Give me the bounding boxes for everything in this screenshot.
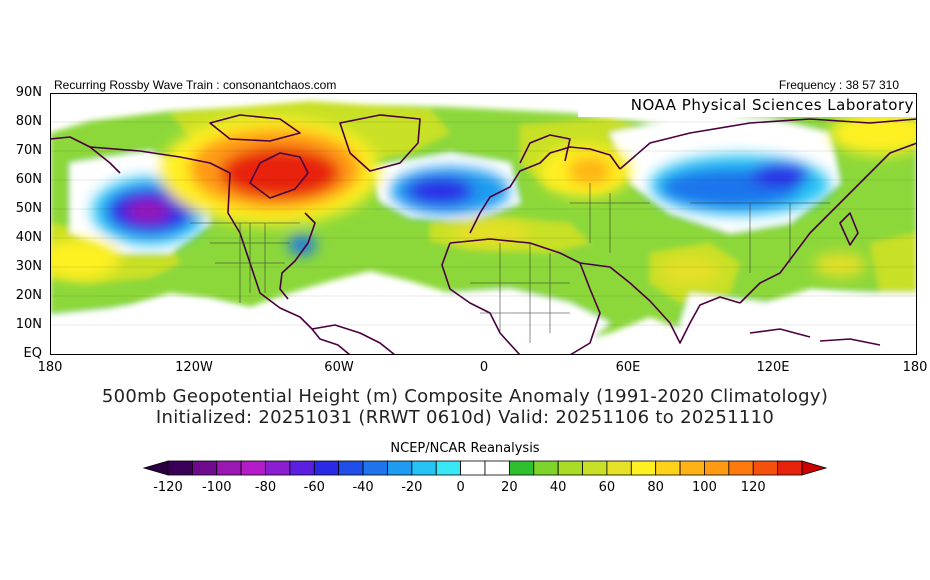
lat-label-eq: EQ	[23, 346, 42, 361]
colorbar-tick-label: -20	[401, 480, 423, 495]
coast-scandinavia	[519, 134, 571, 164]
lon-label-120e: 120E	[756, 360, 790, 375]
colorbar-cell	[411, 460, 437, 476]
colorbar-cell	[679, 460, 705, 476]
header-frequency: Frequency : 38 57 310	[778, 78, 899, 92]
coast-south-america	[311, 324, 396, 355]
colorbar-cell	[630, 460, 657, 476]
colorbar-cell	[313, 460, 340, 476]
colorbar	[142, 460, 828, 476]
colorbar-cell	[704, 460, 730, 476]
lat-label-10n: 10N	[15, 317, 42, 332]
colorbar-tick-label: 40	[549, 480, 567, 495]
coast-asia-east	[739, 142, 917, 304]
lon-label-180-west: 180	[37, 360, 63, 375]
lat-label-90n: 90N	[15, 85, 42, 100]
coast-japan	[839, 212, 859, 246]
lon-label-60e: 60E	[615, 360, 641, 375]
lat-label-40n: 40N	[15, 230, 42, 245]
political-borders	[190, 183, 830, 343]
anomaly-positive-canada-core	[220, 147, 340, 199]
coast-north-america-east	[279, 212, 316, 300]
lab-label-box	[578, 95, 916, 117]
anomaly-positive-central-atlantic	[450, 221, 530, 245]
colorbar-tick-label: 100	[692, 480, 717, 495]
lat-label-80n: 80N	[15, 114, 42, 129]
colorbar-tick-label: 20	[501, 480, 518, 495]
colorbar-cell	[460, 460, 486, 476]
coastlines	[50, 114, 917, 355]
colorbar-cell	[533, 460, 559, 476]
colorbar-cell	[289, 460, 315, 476]
lon-label-180-east: 180	[902, 360, 928, 375]
colorbar-tick-label: -120	[153, 480, 183, 495]
colorbar-cell	[508, 460, 535, 476]
colorbar-tick-label: -80	[254, 480, 277, 495]
lat-label-60n: 60N	[15, 172, 42, 187]
anomaly-neutral-pacific-south	[50, 303, 350, 355]
colorbar-tick-label: -60	[303, 480, 325, 495]
figure-title-line-1: 500mb Geopotential Height (m) Composite …	[101, 386, 829, 407]
colorbar-cell	[582, 460, 608, 476]
colorbar-cell	[240, 460, 266, 476]
anomaly-positive-west-pacific	[50, 239, 120, 279]
colorbar-cell	[216, 460, 242, 476]
colorbar-cell	[728, 460, 754, 476]
colorbar-cell	[655, 460, 681, 476]
anomaly-positive-east-asia	[814, 253, 866, 277]
colorbar-arrow-low	[142, 460, 169, 476]
colorbar-cell	[777, 460, 803, 476]
figure-title-line-2: Initialized: 20251031 (RRWT 0610d) Valid…	[155, 407, 775, 428]
coast-indonesia	[749, 328, 881, 346]
lat-label-30n: 30N	[15, 259, 42, 274]
colorbar-cell	[387, 460, 413, 476]
data-source-label: NCEP/NCAR Reanalysis	[390, 441, 540, 456]
colorbar-cell	[265, 460, 291, 476]
lon-label-60w: 60W	[324, 360, 354, 375]
colorbar-cell	[606, 460, 632, 476]
anomaly-negative-atlantic-core	[406, 177, 474, 205]
anomaly-yellowgreen-east	[870, 233, 917, 293]
coast-siberia	[619, 118, 917, 170]
colorbar-tick-label: -40	[352, 480, 374, 495]
coast-arctic-islands	[209, 114, 301, 142]
colorbar-tick-label: 80	[647, 480, 664, 495]
colorbar-cell	[191, 460, 218, 476]
coast-europe	[469, 146, 621, 234]
colorbar-arrow-high	[801, 460, 828, 476]
colorbar-cell	[338, 460, 364, 476]
anomaly-negative-pacific-core	[126, 200, 170, 222]
anomaly-positive-south-asia	[660, 257, 720, 285]
anomaly-negative-asia-core	[750, 163, 810, 187]
lat-label-70n: 70N	[15, 143, 42, 158]
colorbar-cell	[752, 460, 779, 476]
lon-label-120w: 120W	[175, 360, 213, 375]
anomaly-positive-scandinavia-core	[568, 157, 612, 185]
coast-alaska	[50, 136, 121, 174]
anomaly-neutral-atlantic-south	[350, 293, 470, 355]
colorbar-tick-label: -100	[202, 480, 232, 495]
colorbar-cell	[167, 460, 193, 476]
colorbar-cell	[362, 460, 388, 476]
lab-label: NOAA Physical Sciences Laboratory	[630, 96, 914, 114]
colorbar-tick-label: 0	[456, 480, 465, 495]
colorbar-tick-label: 120	[740, 480, 766, 495]
map-frame	[50, 93, 917, 355]
lon-label-0: 0	[479, 360, 489, 375]
anomaly-neutral-west-pacific	[810, 293, 917, 355]
colorbar-tick-label: 60	[598, 480, 616, 495]
coast-greenland	[339, 114, 421, 172]
lat-label-50n: 50N	[15, 201, 42, 216]
coast-arabia-india	[579, 262, 741, 344]
coast-hudson-bay	[249, 152, 309, 199]
colorbar-cell	[484, 460, 510, 476]
colorbar-cell	[557, 460, 583, 476]
lat-label-20n: 20N	[15, 288, 42, 303]
colorbar-cell	[435, 460, 462, 476]
anomaly-map	[50, 93, 917, 355]
anomaly-neutral-indian	[670, 293, 810, 355]
header-title: Recurring Rossby Wave Train : consonantc…	[54, 78, 337, 92]
